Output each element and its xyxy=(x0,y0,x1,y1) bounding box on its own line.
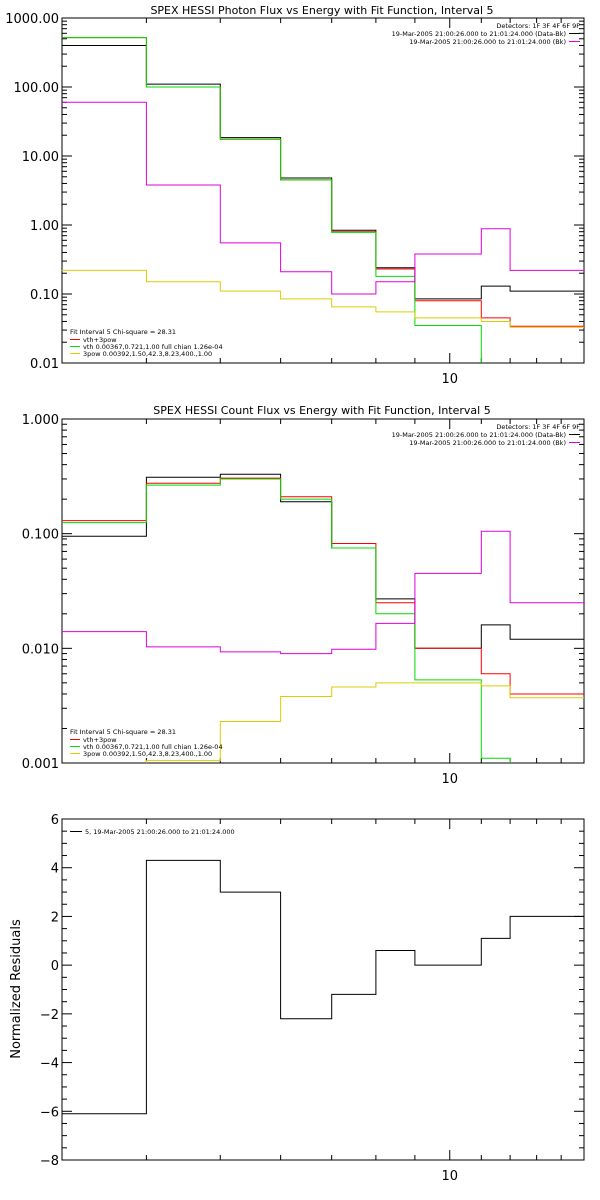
photon-flux-legend-fit-header: Fit Interval 5 Chi-square = 28.31 xyxy=(70,328,176,336)
residuals-panel: Normalized Residuals 6 4 2 0 −2 −4 −6 −8 10 5, 1… xyxy=(9,813,585,1184)
residuals-y-axis-label: Normalized Residuals xyxy=(9,919,24,1059)
photon-flux-panel: SPEX HESSI Photon Flux vs Energy with Fi… xyxy=(5,4,585,387)
count-flux-axis-ticks: 1.000 0.100 0.010 0.001 10 xyxy=(22,413,585,787)
count-flux-legend-entry-label: 3pow 0.00392,1.50,42.3,8.23,400.,1.00 xyxy=(83,750,212,758)
count-flux-y-tick-label: 0.010 xyxy=(22,642,59,657)
photon-flux-series-19-mar-2005-21-00-26-000-to-21-01-24-000 xyxy=(62,101,584,295)
count-flux-legend-entry-label: vth 0.00367,0.721,1.00 full chian 1.26e-… xyxy=(83,743,223,751)
residuals-series-5-19-mar-2005-21-00-26-000-to-21-01-24-0 xyxy=(62,859,584,1115)
residuals-y-tick-label: −8 xyxy=(40,1154,59,1169)
photon-flux-legend-entry-label: vth+3pow xyxy=(83,336,117,344)
residuals-legend-entry-label: 5, 19-Mar-2005 21:00:26.000 to 21:01:24.… xyxy=(85,828,235,836)
photon-flux-legend-entry-label: 19-Mar-2005 21:00:26.000 to 21:01:24.000… xyxy=(392,30,566,38)
photon-flux-y-tick-label: 0.10 xyxy=(30,288,59,303)
count-flux-x-tick-label: 10 xyxy=(441,772,458,787)
photon-flux-y-tick-label: 100.00 xyxy=(14,81,60,96)
photon-flux-series-vth-0-00367-0-721-1-00-full-chian-1-26e- xyxy=(62,37,482,363)
photon-flux-title: SPEX HESSI Photon Flux vs Energy with Fi… xyxy=(150,4,493,17)
photon-flux-y-tick-label: 1.00 xyxy=(30,219,59,234)
count-flux-legend-bottom: Fit Interval 5 Chi-square = 28.31vth+3po… xyxy=(70,728,223,758)
residuals-y-tick-label: 4 xyxy=(51,862,59,877)
residuals-y-tick-label: 6 xyxy=(51,813,59,828)
count-flux-legend-entry-label: 19-Mar-2005 21:00:26.000 to 21:01:24.000… xyxy=(392,431,566,439)
residuals-y-tick-label: −4 xyxy=(40,1057,59,1072)
photon-flux-y-tick-label: 10.00 xyxy=(22,150,59,165)
residuals-legend: 5, 19-Mar-2005 21:00:26.000 to 21:01:24.… xyxy=(70,828,235,836)
residuals-y-tick-label: 2 xyxy=(51,910,59,925)
residuals-y-tick-label: −2 xyxy=(40,1008,59,1023)
count-flux-legend-entry-label: 19-Mar-2005 21:00:26.000 to 21:01:24.000… xyxy=(409,439,566,447)
count-flux-y-tick-label: 1.000 xyxy=(22,413,59,428)
count-flux-title: SPEX HESSI Count Flux vs Energy with Fit… xyxy=(153,404,490,417)
count-flux-legend-entry-label: vth+3pow xyxy=(83,736,117,744)
count-flux-plot-area xyxy=(61,418,585,764)
photon-flux-series-3pow-0-00392-1-50-42-3-8-23-400-1-00 xyxy=(62,269,584,328)
photon-flux-legend-entry-label: vth 0.00367,0.721,1.00 full chian 1.26e-… xyxy=(83,343,223,351)
photon-flux-legend-detectors: Detectors: 1F 3F 4F 6F 9F xyxy=(496,22,580,30)
residuals-x-tick-label: 10 xyxy=(441,1169,458,1184)
residuals-axis-ticks: 6 4 2 0 −2 −4 −6 −8 10 xyxy=(40,813,585,1184)
photon-flux-legend-entry-label: 19-Mar-2005 21:00:26.000 to 21:01:24.000… xyxy=(409,38,566,46)
photon-flux-x-tick-label: 10 xyxy=(441,372,458,387)
count-flux-legend-fit-header: Fit Interval 5 Chi-square = 28.31 xyxy=(70,728,176,736)
photon-flux-y-tick-label: 0.01 xyxy=(30,357,59,372)
photon-flux-legend-bottom: Fit Interval 5 Chi-square = 28.31vth+3po… xyxy=(70,328,223,358)
photon-flux-plot-area xyxy=(61,17,585,364)
count-flux-series-3pow-0-00392-1-50-42-3-8-23-400-1-00 xyxy=(145,682,584,763)
photon-flux-series xyxy=(62,37,584,363)
count-flux-series xyxy=(62,473,584,763)
residuals-y-tick-label: 0 xyxy=(51,959,59,974)
residuals-y-tick-label: −6 xyxy=(40,1105,59,1120)
photon-flux-axis-ticks: 1000.00 100.00 10.00 1.00 0.10 0.01 10 xyxy=(5,12,585,387)
count-flux-series-19-mar-2005-21-00-26-000-to-21-01-24-000 xyxy=(62,530,584,655)
count-flux-y-tick-label: 0.100 xyxy=(22,528,59,543)
count-flux-panel: SPEX HESSI Count Flux vs Energy with Fit… xyxy=(22,404,585,787)
photon-flux-y-tick-label: 1000.00 xyxy=(5,12,59,27)
count-flux-series-vth-0-00367-0-721-1-00-full-chian-1-26e- xyxy=(62,478,511,763)
photon-flux-legend-entry-label: 3pow 0.00392,1.50,42.3,8.23,400.,1.00 xyxy=(83,350,212,358)
count-flux-legend-detectors: Detectors: 1F 3F 4F 6F 9F xyxy=(496,423,580,431)
residuals-series xyxy=(62,859,584,1115)
count-flux-y-tick-label: 0.001 xyxy=(22,757,59,772)
